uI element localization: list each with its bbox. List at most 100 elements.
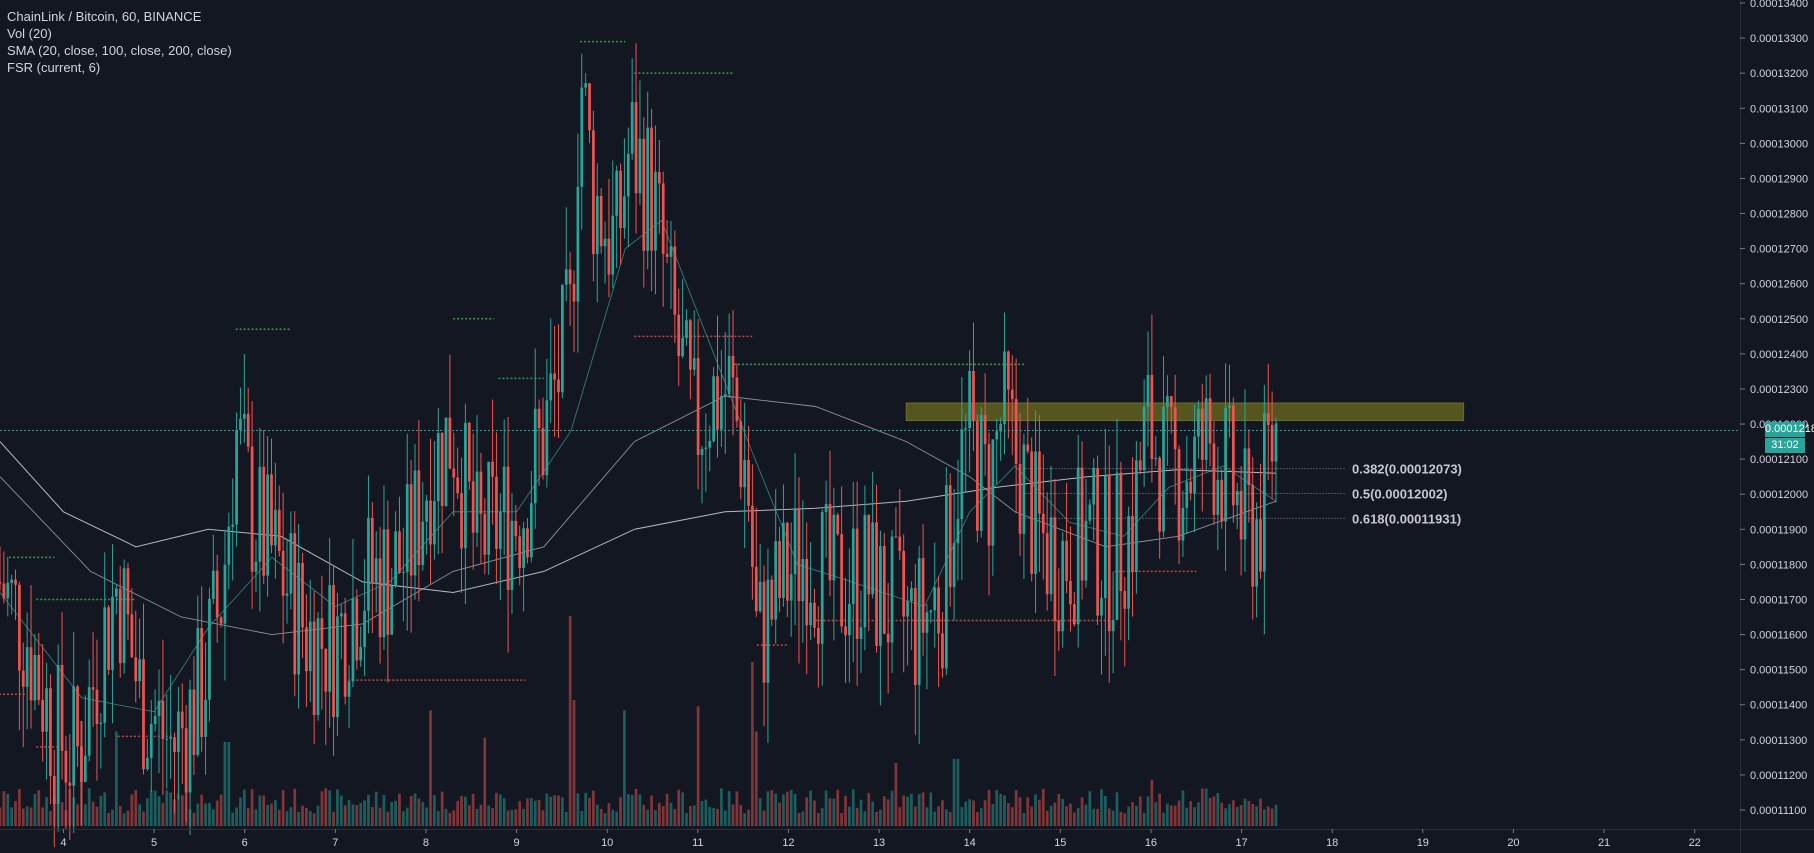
volume-bar	[673, 809, 677, 826]
candle-body	[355, 598, 359, 661]
volume-bar	[401, 811, 405, 826]
volume-bar	[227, 742, 231, 826]
candle-body	[386, 529, 390, 635]
price-tick-label: 0.00011100	[1750, 805, 1806, 817]
price-tick-label: 0.00013000	[1750, 138, 1808, 150]
candle-body	[545, 400, 549, 476]
volume-bar	[518, 801, 522, 826]
volume-bar	[929, 792, 933, 826]
candle-body	[774, 541, 778, 620]
volume-bar	[1119, 811, 1123, 826]
candle-body	[553, 373, 556, 380]
volume-bar	[301, 805, 304, 826]
volume-bar	[297, 812, 300, 826]
volume-bar	[855, 807, 859, 826]
candle-body	[863, 514, 867, 628]
candle-body	[1154, 457, 1158, 459]
candle-body	[1080, 467, 1084, 581]
candle-body	[665, 253, 669, 257]
candle-body	[498, 511, 502, 549]
candle-body	[440, 432, 444, 506]
volume-indicator-label[interactable]: Vol (20)	[7, 26, 52, 41]
candle-body	[227, 526, 231, 565]
price-tick-label: 0.00011500	[1750, 665, 1807, 677]
volume-bar	[495, 792, 498, 826]
volume-bar	[281, 790, 285, 826]
candle-body	[444, 417, 448, 506]
candle-body	[332, 585, 335, 718]
volume-bar	[1080, 797, 1084, 826]
volume-bar	[149, 790, 153, 826]
candle-body	[1057, 620, 1061, 632]
candle-body	[1274, 423, 1278, 462]
candle-body	[913, 588, 917, 686]
candle-body	[215, 570, 219, 618]
volume-layer	[0, 616, 1278, 826]
candle-body	[95, 689, 99, 724]
candle-body	[448, 417, 452, 469]
volume-bar	[231, 812, 235, 826]
sma-indicator-label[interactable]: SMA (20, close, 100, close, 200, close)	[7, 43, 232, 58]
volume-bar	[917, 794, 921, 826]
candle-body	[99, 722, 103, 724]
time-tick-label: 7	[332, 837, 338, 849]
volume-bar	[650, 795, 653, 826]
candle-body	[661, 183, 665, 254]
candle-body	[692, 358, 696, 370]
candle-body	[979, 414, 983, 531]
candle-body	[1235, 490, 1239, 506]
volume-bar	[386, 811, 390, 826]
volume-bar	[130, 794, 134, 826]
volume-bar	[1181, 790, 1185, 826]
volume-bar	[409, 795, 413, 826]
candle-body	[76, 686, 79, 747]
candle-body	[1259, 519, 1262, 572]
volume-bar	[809, 790, 812, 826]
candle-body	[739, 421, 743, 488]
volume-bar	[1146, 796, 1150, 826]
symbol-title[interactable]: ChainLink / Bitcoin, 60, BINANCE	[7, 9, 202, 24]
volume-bar	[533, 800, 537, 826]
volume-bar	[467, 805, 471, 826]
volume-bar	[118, 805, 122, 826]
candle-body	[1022, 444, 1026, 534]
volume-bar	[1193, 807, 1196, 826]
volume-bar	[832, 798, 836, 826]
volume-bar	[576, 793, 580, 826]
volume-bar	[277, 809, 281, 826]
volume-bar	[1235, 806, 1239, 826]
candle-body	[270, 474, 273, 546]
volume-bar	[646, 809, 650, 826]
volume-bar	[343, 805, 347, 826]
candle-body	[514, 520, 518, 537]
volume-bar	[448, 812, 452, 826]
fsr-indicator-label[interactable]: FSR (current, 6)	[7, 60, 101, 75]
volume-bar	[720, 788, 723, 826]
volume-bar	[37, 790, 41, 826]
volume-bar	[898, 807, 902, 826]
volume-bar	[1123, 813, 1127, 826]
candle-body	[60, 665, 64, 751]
sma-100-line	[0, 395, 1277, 636]
volume-bar	[2, 791, 6, 826]
time-tick-label: 8	[423, 837, 429, 849]
volume-bar	[692, 805, 696, 826]
time-tick-label: 13	[873, 837, 885, 849]
volume-bar	[859, 799, 863, 826]
moving-averages-layer	[0, 219, 1277, 713]
time-tick-label: 10	[601, 837, 613, 849]
candle-body	[976, 421, 979, 531]
candle-body	[1072, 604, 1076, 625]
candle-body	[285, 593, 289, 596]
candle-body	[770, 579, 774, 620]
volume-bar	[49, 811, 52, 826]
candle-body	[712, 376, 715, 442]
volume-bar	[727, 791, 731, 826]
candle-body	[1088, 504, 1092, 521]
volume-bar	[1088, 791, 1092, 826]
candle-body	[848, 604, 851, 636]
volume-bar	[1228, 804, 1231, 826]
candle-body	[378, 558, 382, 638]
volume-bar	[595, 804, 599, 826]
